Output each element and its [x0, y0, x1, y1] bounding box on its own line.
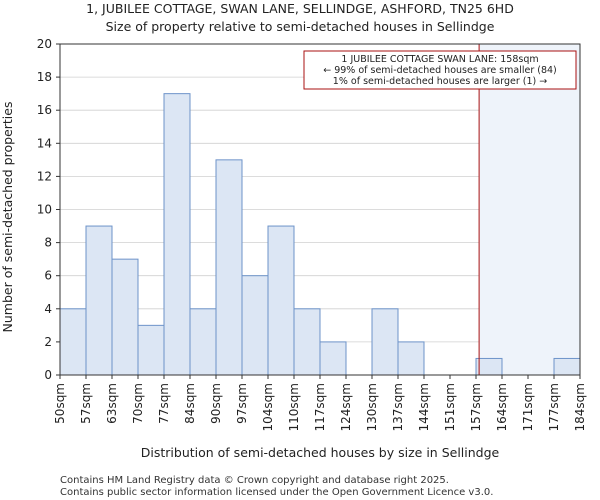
y-tick-label: 20 [37, 37, 52, 51]
bar [475, 357, 503, 376]
bar [267, 225, 295, 376]
x-tick-label: 157sqm [469, 383, 483, 431]
y-tick-label: 10 [37, 203, 52, 217]
x-tick-label: 137sqm [391, 383, 405, 431]
x-axis-label: Distribution of semi-detached houses by … [141, 445, 500, 460]
x-tick-label: 97sqm [235, 383, 249, 424]
y-axis-label: Number of semi-detached properties [0, 102, 15, 333]
x-tick-label: 84sqm [183, 383, 197, 424]
x-tick-label: 124sqm [339, 383, 353, 431]
x-tick-label: 90sqm [209, 383, 223, 424]
chart-subtitle: Size of property relative to semi-detach… [106, 19, 495, 34]
x-tick-label: 104sqm [261, 383, 275, 431]
bar [189, 308, 217, 376]
y-tick-label: 4 [44, 302, 52, 316]
x-tick-label: 130sqm [365, 383, 379, 431]
x-tick-label: 171sqm [521, 383, 535, 431]
bar [163, 93, 191, 376]
y-tick-label: 16 [37, 103, 52, 117]
bar [241, 275, 269, 376]
annotation-line-smaller: ← 99% of semi-detached houses are smalle… [323, 65, 557, 76]
bar [319, 341, 347, 376]
y-tick-label: 14 [37, 136, 52, 150]
bar [85, 225, 113, 376]
annotation-line-larger: 1% of semi-detached houses are larger (1… [333, 76, 547, 87]
y-tick-label: 12 [37, 169, 52, 183]
footer-line-2: Contains public sector information licen… [60, 487, 493, 498]
bar [137, 324, 165, 376]
x-tick-label: 77sqm [157, 383, 171, 424]
x-tick-label: 177sqm [547, 383, 561, 431]
x-tick-label: 50sqm [53, 383, 67, 424]
bar [397, 341, 425, 376]
annotation-line-property: 1 JUBILEE COTTAGE SWAN LANE: 158sqm [341, 54, 538, 65]
y-tick-label: 18 [37, 70, 52, 84]
footer-line-1: Contains HM Land Registry data © Crown c… [60, 475, 449, 486]
x-tick-label: 164sqm [495, 383, 509, 431]
x-tick-label: 70sqm [131, 383, 145, 424]
y-tick-label: 0 [44, 368, 52, 382]
x-tick-label: 184sqm [573, 383, 587, 431]
bar [553, 357, 581, 376]
x-tick-label: 151sqm [443, 383, 457, 431]
x-tick-label: 144sqm [417, 383, 431, 431]
bar [293, 308, 321, 376]
x-tick-label: 57sqm [79, 383, 93, 424]
x-tick-label: 117sqm [313, 383, 327, 431]
x-tick-label: 110sqm [287, 383, 301, 431]
bar [371, 308, 399, 376]
bar [215, 159, 243, 376]
larger-region-shade [479, 44, 580, 375]
y-tick-label: 6 [44, 269, 52, 283]
bar [111, 258, 139, 376]
y-tick-label: 8 [44, 236, 52, 250]
x-tick-label: 63sqm [105, 383, 119, 424]
annotation-box [303, 50, 577, 90]
chart-title: 1, JUBILEE COTTAGE, SWAN LANE, SELLINDGE… [86, 1, 514, 16]
y-tick-label: 2 [44, 335, 52, 349]
bar [59, 308, 87, 376]
